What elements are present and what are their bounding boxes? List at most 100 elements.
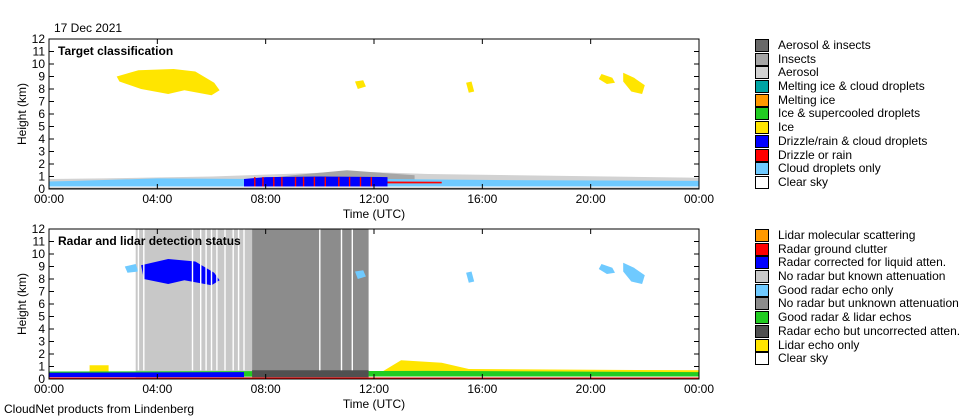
x-axis-label: Time (UTC) — [343, 397, 405, 411]
x-tick-label: 04:00 — [142, 382, 172, 396]
data-region-3 — [598, 74, 615, 84]
data-stripe-5 — [210, 229, 213, 371]
y-tick-label: 8 — [38, 272, 45, 286]
legend-label: Drizzle/rain & cloud droplets — [778, 133, 928, 148]
legend-label: Lidar molecular scattering — [778, 228, 916, 242]
legend-label: Radar ground clutter — [778, 241, 888, 256]
y-tick-label: 12 — [32, 32, 46, 46]
data-stripe-4 — [294, 177, 297, 187]
legend-label: No radar but known attenuation — [778, 269, 946, 284]
data-region-4 — [355, 270, 366, 279]
data-stripe-3 — [281, 177, 283, 187]
data-region-7 — [623, 262, 645, 284]
data-region-2 — [466, 81, 475, 93]
data-stripe-5 — [302, 177, 305, 187]
x-tick-label: 20:00 — [576, 382, 606, 396]
data-stripe-4 — [205, 229, 207, 371]
y-tick-label: 2 — [38, 157, 45, 171]
legend-label: Clear sky — [778, 174, 829, 189]
plot-area — [49, 39, 699, 189]
data-stripe-6 — [313, 177, 316, 187]
legend-swatch — [755, 134, 769, 148]
date-label: 17 Dec 2021 — [54, 21, 123, 35]
legend-swatch — [755, 148, 769, 162]
y-tick-label: 10 — [32, 247, 46, 261]
legend-swatch — [755, 229, 769, 242]
legend-label: Cloud droplets only — [778, 161, 881, 176]
data-stripe-12 — [340, 229, 343, 371]
footer-credit: CloudNet products from Lindenberg — [4, 402, 195, 416]
data-region-5 — [466, 271, 475, 283]
data-stripe-10 — [243, 229, 245, 371]
legend-label: Clear sky — [778, 351, 829, 366]
chart-title: Target classification — [58, 44, 173, 58]
legend-swatch — [755, 93, 769, 107]
legend-label: Melting ice — [778, 92, 836, 107]
legend-label: Good radar & lidar echos — [778, 310, 912, 325]
data-region-9 — [244, 176, 388, 187]
data-region-1 — [355, 80, 366, 89]
x-tick-label: 00:00 — [684, 192, 714, 206]
data-stripe-11 — [370, 177, 372, 187]
chart-title: Radar and lidar detection status — [58, 234, 241, 248]
data-region-0 — [116, 69, 220, 96]
y-tick-label: 1 — [38, 170, 45, 184]
y-tick-label: 0 — [38, 182, 45, 196]
legend-swatch — [755, 352, 769, 366]
data-stripe-2 — [273, 177, 275, 187]
legend-label: Drizzle or rain — [778, 147, 853, 162]
x-tick-label: 04:00 — [142, 192, 172, 206]
x-tick-label: 00:00 — [34, 382, 64, 396]
legend-label: Ice & supercooled droplets — [778, 106, 921, 121]
y-tick-label: 11 — [33, 235, 46, 249]
y-tick-label: 4 — [38, 132, 45, 146]
legend-label: Insects — [778, 51, 817, 66]
data-region-11 — [49, 372, 244, 378]
y-axis-label: Height (km) — [15, 273, 29, 335]
data-region-12 — [252, 370, 369, 378]
y-tick-label: 11 — [33, 45, 46, 59]
y-tick-label: 9 — [38, 70, 45, 84]
legend-swatch — [755, 121, 769, 135]
y-tick-label: 6 — [38, 107, 45, 121]
y-tick-label: 8 — [38, 82, 45, 96]
data-stripe-8 — [338, 177, 340, 187]
legend-swatch — [755, 256, 769, 270]
data-region-6 — [598, 264, 615, 274]
legend-label: Aerosol — [778, 65, 819, 80]
x-tick-label: 16:00 — [467, 382, 497, 396]
y-tick-label: 9 — [38, 260, 45, 274]
data-stripe-2 — [191, 229, 194, 371]
data-stripe-0 — [254, 177, 256, 187]
legend-swatch — [755, 283, 769, 297]
x-tick-label: 12:00 — [359, 192, 389, 206]
legend-swatch — [755, 270, 769, 284]
legend-swatch — [755, 80, 769, 94]
data-stripe-3 — [200, 229, 202, 371]
data-stripe-10 — [359, 177, 362, 187]
x-tick-label: 20:00 — [576, 192, 606, 206]
legend-swatch — [755, 297, 769, 311]
legend-swatch — [755, 175, 769, 189]
y-tick-label: 3 — [38, 335, 45, 349]
legend-label: Radar echo but uncorrected atten. — [778, 323, 961, 338]
y-tick-label: 2 — [38, 347, 45, 361]
legend-label: Melting ice & cloud droplets — [778, 79, 925, 94]
data-region-0 — [135, 229, 253, 379]
data-stripe-6 — [216, 229, 218, 371]
data-region-4 — [623, 72, 645, 94]
legend-label: Radar corrected for liquid atten. — [778, 255, 947, 270]
legend-swatch — [755, 66, 769, 80]
y-tick-label: 7 — [38, 285, 45, 299]
legend-label: No radar but unknown attenuation — [778, 296, 959, 311]
data-stripe-7 — [224, 229, 226, 371]
data-stripe-8 — [232, 229, 234, 371]
x-tick-label: 08:00 — [251, 192, 281, 206]
legend-swatch — [755, 39, 769, 52]
y-tick-label: 1 — [38, 360, 45, 374]
y-tick-label: 10 — [32, 57, 46, 71]
y-tick-label: 0 — [38, 372, 45, 386]
